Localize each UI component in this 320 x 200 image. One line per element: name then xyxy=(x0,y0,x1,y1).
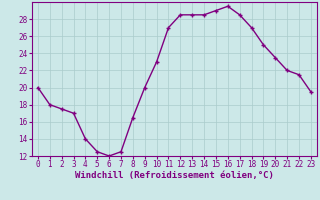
X-axis label: Windchill (Refroidissement éolien,°C): Windchill (Refroidissement éolien,°C) xyxy=(75,171,274,180)
